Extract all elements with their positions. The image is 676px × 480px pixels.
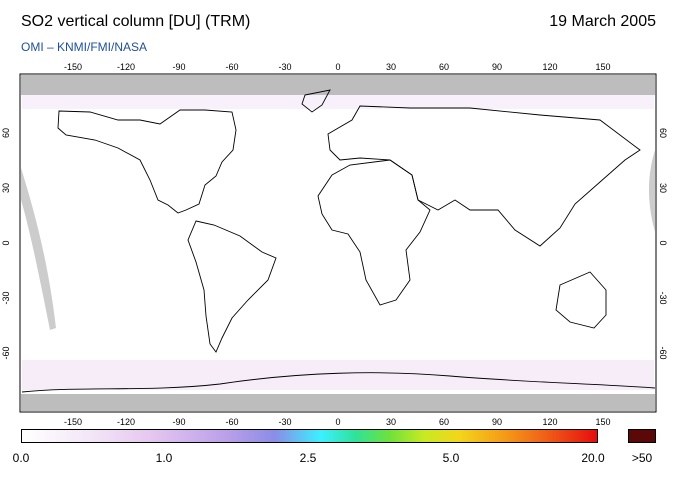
eurasia-coast [327,105,641,247]
lon-tick-top: -30 [278,62,292,72]
colorbar-label: 1.0 [155,451,173,465]
australia-coast [555,271,607,329]
colorbar-label: 20.0 [581,451,605,465]
map-date: 19 March 2005 [549,13,656,30]
colorbar-max-swatch [628,429,656,443]
lon-tick-bottom: 150 [595,417,611,427]
south-polar-no-data [21,394,655,411]
lon-tick-bottom: -30 [278,417,292,427]
colorbar-label: 0.0 [12,451,30,465]
lon-tick-top: 120 [542,62,558,72]
lon-tick-bottom: -120 [116,417,136,427]
lon-tick-bottom: 0 [335,417,341,427]
greenland-coast [301,89,331,113]
lon-tick-top: -90 [172,62,186,72]
colorbar-label: 2.5 [299,451,317,465]
colorbar-label: >50 [631,451,653,465]
lon-tick-bottom: -150 [63,417,83,427]
lon-tick-bottom: 30 [385,417,397,427]
orbit-gap-east [648,150,655,232]
colorbar-label: 5.0 [442,451,460,465]
lon-tick-top: 60 [438,62,450,72]
lon-tick-top: 150 [595,62,611,72]
lon-tick-bottom: 90 [491,417,503,427]
lon-tick-bottom: 120 [542,417,558,427]
north-noise-band [22,95,654,109]
lon-tick-top: -120 [116,62,136,72]
lon-tick-top: 0 [335,62,341,72]
data-credit: OMI – KNMI/FMI/NASA [21,40,148,54]
north-america-coast [57,109,237,214]
colorbar-gradient [21,429,598,443]
lon-tick-bottom: -60 [225,417,239,427]
lon-tick-top: 30 [385,62,397,72]
map-frame [19,73,657,413]
lon-tick-top: -60 [225,62,239,72]
lon-tick-top: 90 [491,62,503,72]
north-polar-no-data [21,75,655,95]
south-noise-band [22,360,654,390]
lon-tick-bottom: -90 [172,417,186,427]
lon-tick-bottom: 60 [438,417,450,427]
antarctica-coast [21,372,656,393]
map-title: SO2 vertical column [DU] (TRM) [21,13,251,30]
coastlines [21,89,656,393]
lon-tick-top: -150 [63,62,83,72]
south-america-coast [187,220,277,353]
orbit-gap-west [21,168,56,330]
